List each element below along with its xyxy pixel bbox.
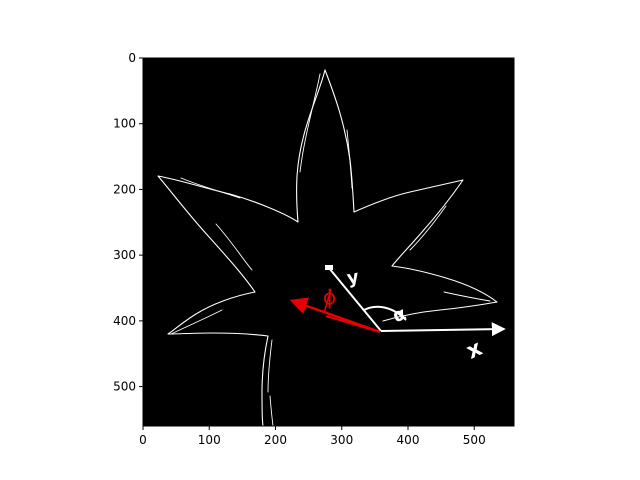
y-tick-label: 0 [128,51,136,65]
x-tick-label: 0 [139,433,147,447]
x-tick-label: 500 [463,433,486,447]
x-ticks: 0 100 200 300 400 500 [139,426,486,447]
y-axis-vector [328,267,382,332]
plot-background [143,58,514,426]
x-axis-vector [380,322,506,337]
plot-frame [142,57,515,427]
y-tick-label: 500 [113,380,136,394]
y-axis-tip-marker [325,265,333,270]
leaf-outline [157,69,326,426]
y-tick-label: 300 [113,248,136,262]
alpha-arc [363,305,407,321]
leaf-inner-edge [170,73,491,426]
y-symbol-label: y [345,266,360,289]
y-ticks: 0 100 200 300 400 500 [113,51,143,394]
image-layer [157,69,498,426]
x-tick-label: 300 [330,433,353,447]
x-tick-label: 400 [397,433,420,447]
phi-symbol-label: ϕ [323,285,336,309]
axes-layer: 0 100 200 300 400 500 0 100 200 300 400 500 [113,51,515,447]
leaf-outline-right [324,69,498,322]
x-tick-label: 100 [198,433,221,447]
y-tick-label: 100 [113,117,136,131]
red-short-vector [325,315,381,333]
y-tick-label: 400 [113,314,136,328]
phi-guide-line [323,288,332,314]
y-tick-label: 200 [113,182,136,196]
x-tick-label: 200 [264,433,287,447]
